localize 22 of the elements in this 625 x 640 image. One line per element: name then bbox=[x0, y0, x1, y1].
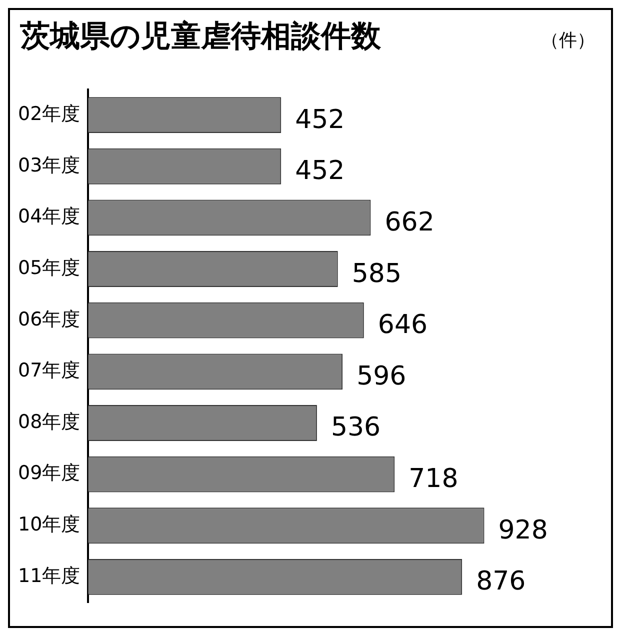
data-label: 662 bbox=[384, 207, 434, 238]
y-tick-label: 08年度 bbox=[18, 410, 80, 433]
data-label: 928 bbox=[498, 515, 548, 546]
data-label: 536 bbox=[330, 412, 381, 443]
y-tick-label: 05年度 bbox=[18, 256, 80, 279]
data-label: 585 bbox=[352, 258, 402, 289]
data-label: 596 bbox=[356, 361, 406, 392]
y-tick-label: 04年度 bbox=[18, 206, 80, 228]
y-tick-label: 11年度 bbox=[18, 564, 80, 587]
text: （件） bbox=[541, 29, 595, 52]
y-tick-label: 07年度 bbox=[18, 360, 80, 382]
data-label: 452 bbox=[295, 104, 345, 135]
y-tick-label: 02年度 bbox=[18, 102, 80, 125]
y-tick-label: 09年度 bbox=[18, 462, 80, 484]
data-label: 876 bbox=[476, 566, 526, 597]
y-tick-label: 06年度 bbox=[18, 308, 80, 330]
data-label: 718 bbox=[408, 464, 458, 494]
data-label: 452 bbox=[295, 156, 345, 186]
y-tick-label: 10年度 bbox=[18, 514, 80, 536]
y-tick-label: 03年度 bbox=[18, 154, 80, 176]
data-label: 646 bbox=[378, 310, 428, 340]
chart-title: 茨城県の児童虐待相談件数 bbox=[20, 18, 381, 56]
